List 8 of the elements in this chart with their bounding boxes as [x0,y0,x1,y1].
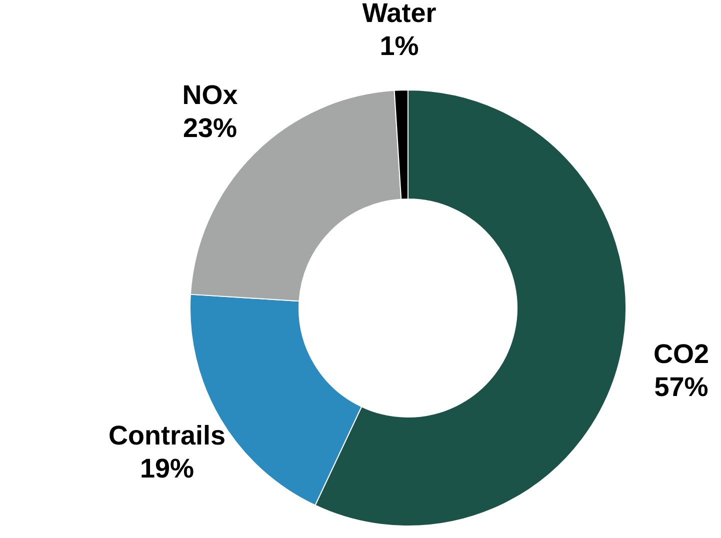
data-label: 1% [380,31,419,62]
slice-label: Water [362,0,437,28]
data-label: 23% [182,113,238,144]
data-label: 19% [140,454,194,484]
slice-label: Contrails [108,420,226,451]
slice-label: CO2 [653,339,710,370]
data-label: 57% [654,372,708,402]
slice-label: NOx [182,80,238,110]
